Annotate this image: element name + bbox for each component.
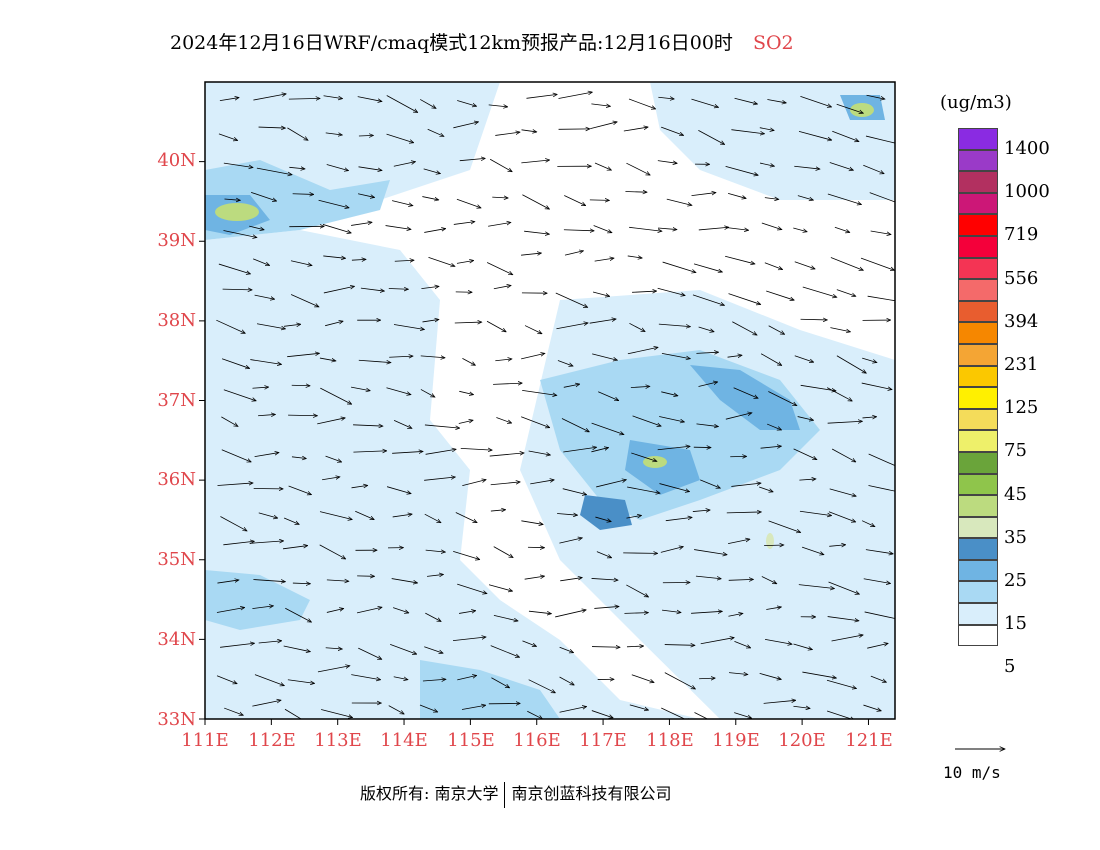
colorbar-swatch [958,366,998,388]
lon-label-119: 119E [706,730,766,751]
colorbar-swatch [958,193,998,215]
colorbar-swatch [958,625,998,647]
colorbar-label: 15 [1004,613,1027,634]
lat-label-40: 40N [146,150,196,171]
lon-label-116: 116E [507,730,567,751]
lat-label-34: 34N [146,629,196,650]
lon-label-115: 115E [441,730,501,751]
lat-label-39: 39N [146,230,196,251]
colorbar-swatch [958,603,998,625]
colorbar-swatch [958,150,998,172]
lon-label-113: 113E [308,730,368,751]
colorbar-swatch [958,128,998,150]
colorbar-swatch [958,322,998,344]
wind-arrow [623,553,657,554]
colorbar [958,128,998,646]
lat-label-33: 33N [146,709,196,730]
colorbar-label: 5 [1004,656,1015,677]
colorbar-swatch [958,452,998,474]
colorbar-label: 125 [1004,397,1038,418]
vector-key-label: 10 m/s [943,763,1001,782]
lon-label-118: 118E [640,730,700,751]
colorbar-label: 1400 [1004,138,1050,159]
colorbar-swatch [958,387,998,409]
legend-unit: (ug/m3) [940,92,1012,113]
colorbar-swatch [958,214,998,236]
lon-label-112: 112E [242,730,302,751]
colorbar-swatch [958,258,998,280]
colorbar-swatch [958,430,998,452]
colorbar-label: 556 [1004,268,1038,289]
colorbar-swatch [958,560,998,582]
footer-copyright: 版权所有: 南京大学 [360,784,498,803]
colorbar-label: 25 [1004,570,1027,591]
colorbar-swatch [958,279,998,301]
lon-label-114: 114E [374,730,434,751]
footer-divider [504,782,505,808]
colorbar-swatch [958,495,998,517]
lon-label-117: 117E [573,730,633,751]
lat-label-36: 36N [146,469,196,490]
colorbar-swatch [958,474,998,496]
colorbar-label: 394 [1004,311,1038,332]
colorbar-swatch [958,171,998,193]
wind-arrow [359,135,374,136]
lon-label-121: 121E [839,730,899,751]
colorbar-swatch [958,517,998,539]
colorbar-swatch [958,409,998,431]
lon-label-120: 120E [772,730,832,751]
lat-label-38: 38N [146,310,196,331]
colorbar-swatch [958,538,998,560]
footer: 版权所有: 南京大学 南京创蓝科技有限公司 [360,780,672,808]
lat-label-35: 35N [146,549,196,570]
hotspot-2 [215,203,259,221]
colorbar-swatch [958,344,998,366]
footer-company: 南京创蓝科技有限公司 [511,784,671,803]
colorbar-label: 231 [1004,354,1038,375]
colorbar-label: 719 [1004,224,1038,245]
hotspot-4 [766,533,774,549]
colorbar-swatch [958,581,998,603]
colorbar-label: 75 [1004,440,1027,461]
colorbar-swatch [958,301,998,323]
lon-label-111: 111E [175,730,235,751]
colorbar-label: 1000 [1004,181,1050,202]
colorbar-swatch [958,236,998,258]
lat-label-37: 37N [146,390,196,411]
wind-arrow [292,385,310,386]
colorbar-label: 45 [1004,484,1027,505]
colorbar-label: 35 [1004,527,1027,548]
